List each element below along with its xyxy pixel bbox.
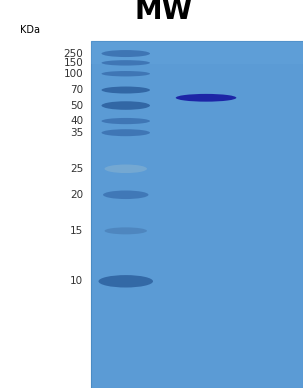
Bar — [91, 41, 303, 388]
Ellipse shape — [102, 87, 150, 94]
Text: 40: 40 — [70, 116, 83, 126]
Text: 20: 20 — [70, 190, 83, 200]
Text: 150: 150 — [64, 58, 83, 68]
Text: 250: 250 — [64, 48, 83, 59]
Text: 10: 10 — [70, 276, 83, 286]
Ellipse shape — [102, 101, 150, 110]
Text: 50: 50 — [70, 100, 83, 111]
Text: 25: 25 — [70, 164, 83, 174]
Bar — [91, 41, 303, 64]
Text: MW: MW — [135, 0, 193, 25]
Text: KDa: KDa — [20, 25, 40, 35]
Ellipse shape — [102, 118, 150, 124]
Ellipse shape — [98, 275, 153, 288]
Ellipse shape — [102, 60, 150, 66]
Ellipse shape — [105, 165, 147, 173]
Ellipse shape — [102, 71, 150, 76]
Text: 35: 35 — [70, 128, 83, 138]
Ellipse shape — [102, 50, 150, 57]
Ellipse shape — [102, 129, 150, 136]
Ellipse shape — [176, 94, 236, 102]
Text: 15: 15 — [70, 226, 83, 236]
Ellipse shape — [103, 191, 148, 199]
Text: 70: 70 — [70, 85, 83, 95]
Text: 100: 100 — [64, 69, 83, 79]
Ellipse shape — [105, 227, 147, 234]
